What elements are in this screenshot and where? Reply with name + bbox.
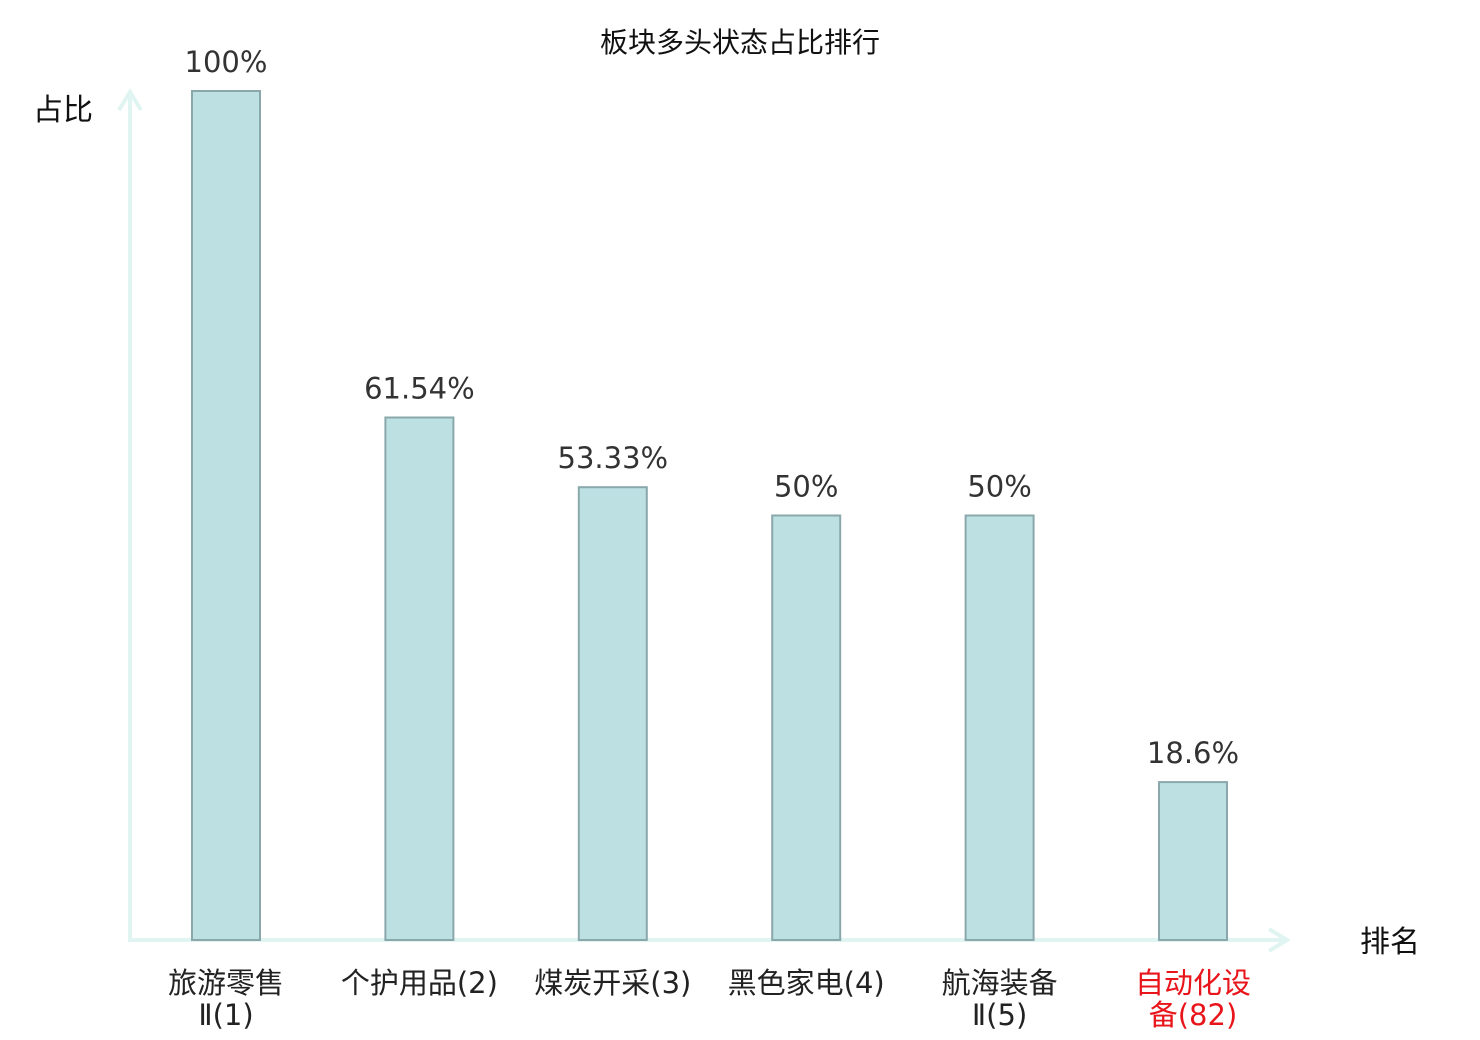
bar-4	[771, 514, 842, 941]
value-label-5: 50%	[967, 470, 1031, 504]
value-label-4: 50%	[774, 470, 838, 504]
value-labels-group: 100% 61.54% 53.33% 50% 50% 18.6%	[185, 45, 1240, 770]
bars-group	[191, 90, 1228, 941]
bar-6	[1158, 781, 1228, 941]
x-axis-label: 排名	[1360, 925, 1420, 960]
category-label-5-line-2: Ⅱ(5)	[972, 998, 1027, 1032]
bar-2	[384, 416, 455, 941]
bar-1	[191, 90, 261, 941]
category-label-1-line-1: 旅游零售	[168, 966, 284, 1000]
x-axis	[128, 927, 1291, 953]
value-label-3: 53.33%	[558, 441, 669, 475]
value-label-2: 61.54%	[364, 372, 475, 406]
category-label-1-line-2: Ⅱ(1)	[198, 998, 253, 1032]
category-label-6-line-1: 自动化设	[1135, 966, 1251, 1000]
y-axis-label: 占比	[33, 93, 93, 128]
category-label-3: 煤炭开采(3)	[534, 966, 691, 1000]
value-label-1: 100%	[185, 45, 268, 79]
category-label-6-line-2: 备(82)	[1149, 998, 1238, 1032]
y-axis	[117, 88, 143, 940]
category-label-2: 个护用品(2)	[341, 966, 498, 1000]
bar-5	[964, 514, 1035, 941]
category-label-4: 黑色家电(4)	[728, 966, 885, 1000]
category-label-5-line-1: 航海装备	[942, 966, 1058, 1000]
value-label-6: 18.6%	[1147, 736, 1239, 770]
chart-title: 板块多头状态占比排行	[600, 26, 880, 59]
bar-3	[577, 486, 648, 941]
